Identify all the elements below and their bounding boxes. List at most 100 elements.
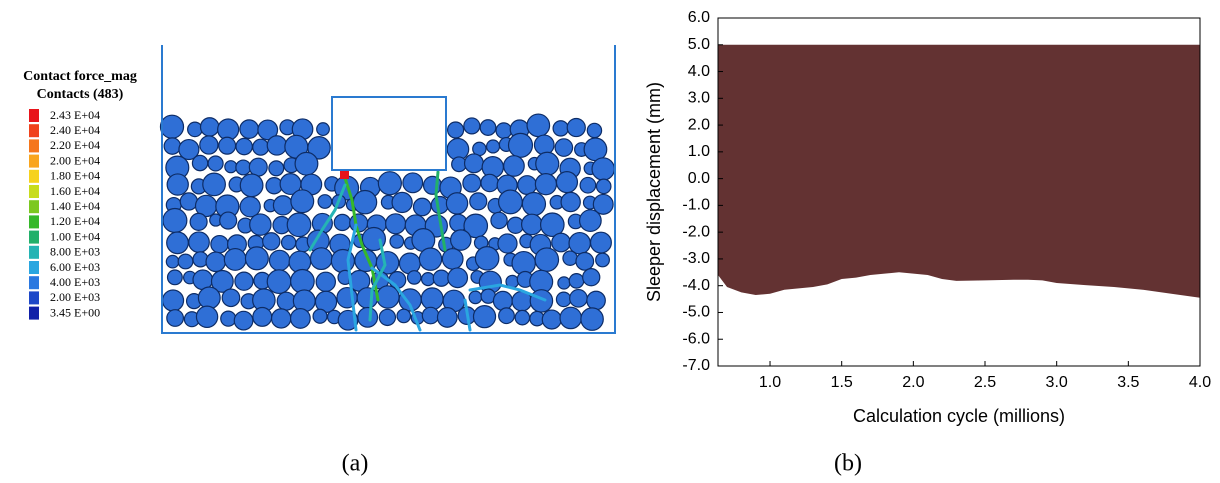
particle xyxy=(555,171,579,194)
legend-swatch xyxy=(29,139,39,153)
particle xyxy=(357,306,379,328)
particle xyxy=(162,207,188,234)
particle xyxy=(187,121,203,138)
legend-swatch xyxy=(29,215,39,229)
particle xyxy=(210,234,229,254)
particle xyxy=(498,307,515,325)
particle xyxy=(249,213,272,236)
legend-swatch xyxy=(29,109,39,122)
particle xyxy=(555,291,572,308)
particle xyxy=(286,212,312,238)
particle xyxy=(539,212,565,238)
particle xyxy=(223,247,247,271)
particle xyxy=(589,231,612,254)
legend-label: 2.20 E+04 xyxy=(50,138,100,152)
force-chain xyxy=(468,283,547,302)
particle xyxy=(591,157,615,181)
x-tick-label: 1.5 xyxy=(831,374,853,391)
particle xyxy=(586,290,606,311)
particle xyxy=(378,308,397,327)
particle xyxy=(252,306,273,327)
x-tick-label: 2.0 xyxy=(902,374,924,391)
particle xyxy=(402,172,424,194)
particle xyxy=(406,270,422,285)
particle xyxy=(562,250,578,266)
particle xyxy=(177,253,194,270)
particle xyxy=(376,285,400,309)
particle xyxy=(189,212,208,231)
particle xyxy=(420,287,444,311)
particle xyxy=(534,173,558,196)
legend-swatch xyxy=(29,230,39,244)
legend-label: 1.80 E+04 xyxy=(50,169,100,183)
particle xyxy=(207,155,224,172)
particle xyxy=(239,196,261,218)
legend-swatch xyxy=(29,200,39,214)
legend-label: 4.00 E+03 xyxy=(50,275,100,289)
particle xyxy=(290,268,315,294)
particle xyxy=(566,117,586,138)
particle xyxy=(568,273,585,289)
legend-swatch xyxy=(29,124,39,138)
y-tick-label: -3.0 xyxy=(682,250,710,267)
contact-max xyxy=(340,170,349,179)
particle xyxy=(446,121,465,139)
particle xyxy=(418,247,443,271)
particle xyxy=(559,306,583,330)
particle xyxy=(552,120,569,137)
legend-label: 2.00 E+03 xyxy=(50,290,100,304)
x-tick-label: 2.5 xyxy=(974,374,996,391)
caption: (b) xyxy=(834,451,862,477)
particle xyxy=(580,307,604,331)
particle xyxy=(535,151,560,176)
chart: -7.0 -6.0 -5.0 -4.0 -3.0 -2.0 -1.0 0.0 1.0 2.0 3.0… xyxy=(644,9,1211,426)
particles xyxy=(159,113,615,331)
y-tick-label: -2.0 xyxy=(682,223,710,240)
container xyxy=(161,45,616,334)
legend-label: 1.20 E+04 xyxy=(50,214,100,228)
particle xyxy=(526,113,551,138)
particle xyxy=(244,246,269,271)
legend: Contact force_mag Contacts (483) 2.43 E+04… xyxy=(23,69,137,320)
particle xyxy=(436,307,458,328)
particle xyxy=(432,269,450,287)
force-chain xyxy=(434,170,447,252)
x-axis-label: Calculation cycle (millions) xyxy=(853,406,1065,426)
particle xyxy=(290,189,315,214)
particle xyxy=(533,134,555,156)
particle xyxy=(396,308,412,324)
particle xyxy=(234,271,254,291)
particle xyxy=(595,252,610,268)
particle xyxy=(412,197,432,217)
range-area xyxy=(718,44,1200,298)
particle xyxy=(235,159,252,176)
particle xyxy=(205,251,227,273)
legend-swatch xyxy=(29,306,39,320)
particle xyxy=(294,151,319,176)
particle xyxy=(268,249,291,272)
force-chains xyxy=(308,170,547,332)
particle xyxy=(239,119,260,139)
particle xyxy=(514,309,531,326)
particle xyxy=(316,122,330,137)
particle xyxy=(385,213,407,235)
particle xyxy=(495,122,513,139)
particle xyxy=(492,290,513,311)
particle xyxy=(289,308,311,329)
y-tick-label: 1.0 xyxy=(688,143,710,160)
particle xyxy=(391,191,413,214)
legend-swatch xyxy=(29,261,39,274)
particle xyxy=(312,308,328,324)
legend-label: 3.45 E+00 xyxy=(50,305,100,319)
particle xyxy=(166,269,183,286)
particle xyxy=(375,250,400,275)
particle xyxy=(554,138,574,157)
particle xyxy=(178,138,200,161)
y-tick-label: -6.0 xyxy=(682,330,710,347)
particle xyxy=(595,178,612,195)
legend-title: Contacts (483) xyxy=(37,87,124,102)
particle xyxy=(315,271,337,293)
particle xyxy=(449,229,472,251)
particle xyxy=(592,193,614,215)
